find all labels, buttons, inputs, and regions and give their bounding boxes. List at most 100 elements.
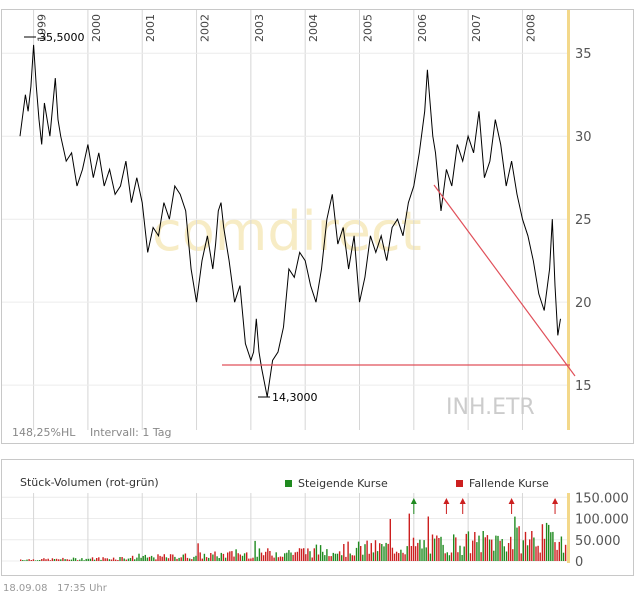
volume-bar [383,546,385,561]
volume-bar [248,558,250,561]
volume-bar [208,557,210,561]
volume-bar [374,540,377,561]
volume-bar [214,551,216,561]
volume-bar [239,554,241,561]
volume-bar [246,552,248,561]
volume-bar [395,551,398,561]
volume-peak-arrow [410,498,417,504]
volume-bar [62,557,64,561]
volume-bar [20,559,22,561]
volume-bar [480,552,482,561]
volume-bar [552,531,554,561]
volume-bar [332,552,334,561]
volume-bar [262,555,265,561]
volume-bar [364,544,366,561]
volume-bar [484,537,486,561]
volume-bar [102,557,104,561]
volume-bar [28,559,30,561]
volume-bar [45,559,47,561]
volume-bar [448,555,451,561]
volume-bar [176,558,178,561]
volume-bar [366,540,368,561]
volume-bar [189,558,191,561]
year-label: 2006 [416,14,429,42]
volume-bar [474,532,476,561]
volume-bar [522,540,524,561]
info-interval: Intervall: 1 Tag [90,426,172,439]
volume-bar [182,554,184,561]
volume-bar [402,552,404,561]
volume-bar [53,559,56,561]
volume-bar [545,522,548,561]
volume-bar [499,540,501,561]
legend-up-label: Steigende Kurse [298,477,388,490]
volume-bar [275,552,277,561]
volume-bar [501,539,503,561]
volume-bar [360,546,362,561]
volume-bar [410,546,413,561]
volume-bar [423,540,425,561]
volume-bar [265,551,267,561]
volume-bar [425,547,427,561]
volume-bar [292,554,294,561]
volume-bar [440,536,442,561]
volume-bar [134,559,136,561]
volume-bar [123,558,125,561]
volume-bar [81,558,83,561]
volume-bar [341,555,343,561]
footer-time: 17:35 Uhr [57,583,107,594]
legend-down-label: Fallende Kurse [469,477,549,490]
volume-bar [269,551,271,561]
year-label: 2003 [253,14,266,42]
volume-bar [450,552,453,561]
volume-bar [444,553,446,561]
volume-bar [414,546,417,561]
volume-bar [391,547,394,561]
footer-timestamp: 18.09.08 17:35 Uhr [3,583,107,594]
price-tick-label: 30 [575,130,592,145]
volume-bar [389,519,391,561]
volume-bar [463,546,465,561]
volume-bar [150,555,153,561]
volume-bar [22,560,24,561]
volume-bar [518,526,520,561]
volume-bar [387,543,389,561]
volume-peak-arrow [443,498,450,504]
volume-bar [317,554,320,561]
volume-bar [347,541,349,561]
volume-bar [110,559,113,561]
volume-tick-label: 0 [575,555,583,570]
volume-bar [421,548,423,561]
volume-bar [93,559,96,561]
volume-bar [241,555,244,561]
volume-bar [51,558,54,561]
volume-bar [381,544,383,561]
volume-bar [467,531,470,561]
volume-bar [556,549,558,561]
volume-bar [191,559,193,561]
volume-bar [163,554,165,561]
volume-bar [290,552,292,561]
volume-bar [524,531,527,561]
volume-bar [104,558,106,561]
volume-bar [368,553,370,561]
volume-bar [140,557,142,561]
volume-bar [438,538,440,561]
volume-title: Stück-Volumen (rot-grün) [20,476,159,489]
volume-bar [520,553,522,561]
low-annotation: 14,3000 [272,391,318,404]
volume-bar [491,539,493,561]
volume-bar [96,558,98,561]
volume-bar [512,549,514,561]
volume-bar [174,556,176,561]
volume-bar [313,548,315,561]
volume-bar [55,558,58,561]
volume-bar [408,513,410,561]
volume-bar [309,551,311,561]
volume-bar [161,556,163,561]
watermark-text: comdirect [152,200,422,263]
volume-bar [146,557,149,561]
volume-bar [457,552,459,561]
volume-bar [330,556,332,561]
volume-bar [32,559,35,561]
